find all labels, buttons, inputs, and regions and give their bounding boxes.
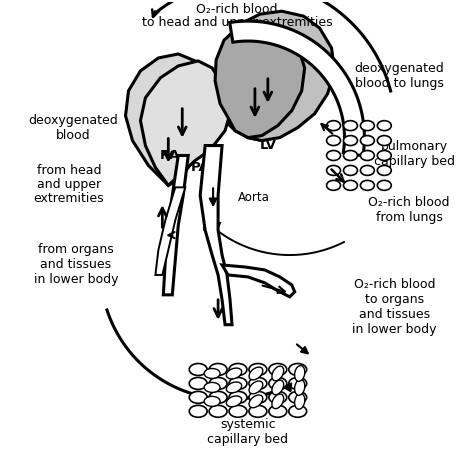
Text: LV: LV xyxy=(259,139,276,152)
Ellipse shape xyxy=(249,405,267,417)
Polygon shape xyxy=(155,187,185,275)
Ellipse shape xyxy=(229,405,247,417)
Text: blood: blood xyxy=(55,129,90,142)
Ellipse shape xyxy=(344,165,357,175)
Text: RA: RA xyxy=(160,149,181,162)
Ellipse shape xyxy=(204,396,220,406)
Text: O₂-rich blood: O₂-rich blood xyxy=(196,3,278,16)
Ellipse shape xyxy=(189,405,207,417)
Text: and upper: and upper xyxy=(36,178,101,191)
Polygon shape xyxy=(230,21,365,156)
Ellipse shape xyxy=(289,405,307,417)
Polygon shape xyxy=(222,265,295,297)
Ellipse shape xyxy=(377,151,391,161)
Text: O₂-rich blood
to organs
and tissues
in lower body: O₂-rich blood to organs and tissues in l… xyxy=(352,278,437,336)
Ellipse shape xyxy=(377,181,391,191)
Ellipse shape xyxy=(360,136,374,146)
Ellipse shape xyxy=(269,392,287,403)
Text: RV: RV xyxy=(202,221,222,234)
Ellipse shape xyxy=(229,392,247,403)
Ellipse shape xyxy=(249,377,267,390)
Ellipse shape xyxy=(344,181,357,191)
Polygon shape xyxy=(140,61,230,185)
Ellipse shape xyxy=(209,405,227,417)
Ellipse shape xyxy=(227,382,242,393)
Ellipse shape xyxy=(272,380,283,395)
Ellipse shape xyxy=(289,364,307,375)
Ellipse shape xyxy=(289,377,307,390)
Ellipse shape xyxy=(272,366,283,381)
Text: deoxygenated: deoxygenated xyxy=(28,114,118,127)
Polygon shape xyxy=(200,146,232,325)
Ellipse shape xyxy=(360,181,374,191)
Text: O₂-rich blood
from lungs: O₂-rich blood from lungs xyxy=(368,196,450,224)
Text: systemic
capillary bed: systemic capillary bed xyxy=(208,418,289,446)
Ellipse shape xyxy=(327,121,340,131)
Ellipse shape xyxy=(295,365,305,382)
Ellipse shape xyxy=(249,364,267,375)
Ellipse shape xyxy=(227,396,242,407)
Ellipse shape xyxy=(269,364,287,375)
Ellipse shape xyxy=(327,181,340,191)
Ellipse shape xyxy=(269,405,287,417)
Ellipse shape xyxy=(377,121,391,131)
Text: pulmonary
capillary bed: pulmonary capillary bed xyxy=(374,139,455,167)
Ellipse shape xyxy=(269,377,287,390)
Ellipse shape xyxy=(229,377,247,390)
Ellipse shape xyxy=(189,377,207,390)
Ellipse shape xyxy=(360,151,374,161)
Ellipse shape xyxy=(209,377,227,390)
Polygon shape xyxy=(164,155,188,295)
Ellipse shape xyxy=(377,136,391,146)
Text: PA: PA xyxy=(191,161,210,174)
Text: from organs
and tissues
in lower body: from organs and tissues in lower body xyxy=(34,244,118,286)
Ellipse shape xyxy=(272,394,283,409)
Ellipse shape xyxy=(327,136,340,146)
Ellipse shape xyxy=(204,383,220,392)
Polygon shape xyxy=(215,21,305,137)
Ellipse shape xyxy=(295,380,305,395)
Ellipse shape xyxy=(344,121,357,131)
Text: to head and upper extremities: to head and upper extremities xyxy=(142,16,332,29)
Ellipse shape xyxy=(209,364,227,375)
Ellipse shape xyxy=(204,368,220,378)
Ellipse shape xyxy=(289,392,307,403)
Ellipse shape xyxy=(249,381,263,394)
Ellipse shape xyxy=(249,395,263,408)
Ellipse shape xyxy=(209,392,227,403)
Ellipse shape xyxy=(295,393,305,409)
Ellipse shape xyxy=(229,364,247,375)
Ellipse shape xyxy=(377,165,391,175)
Ellipse shape xyxy=(227,368,242,379)
Polygon shape xyxy=(126,46,310,185)
Ellipse shape xyxy=(189,392,207,403)
Text: Aorta: Aorta xyxy=(238,191,270,204)
Ellipse shape xyxy=(249,367,263,380)
Text: LA: LA xyxy=(246,101,264,114)
Text: extremities: extremities xyxy=(34,192,104,205)
Text: from head: from head xyxy=(36,164,101,177)
Ellipse shape xyxy=(360,165,374,175)
Polygon shape xyxy=(215,11,335,141)
Ellipse shape xyxy=(249,392,267,403)
Ellipse shape xyxy=(344,136,357,146)
Ellipse shape xyxy=(360,121,374,131)
Ellipse shape xyxy=(344,151,357,161)
Ellipse shape xyxy=(327,165,340,175)
Text: deoxygenated
blood to lungs: deoxygenated blood to lungs xyxy=(355,62,444,90)
Ellipse shape xyxy=(327,151,340,161)
Ellipse shape xyxy=(189,364,207,375)
